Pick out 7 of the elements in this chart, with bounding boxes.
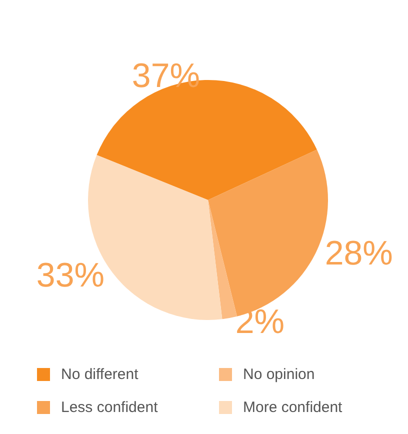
legend-label: No opinion — [243, 366, 315, 383]
legend-label: Less confident — [61, 399, 159, 416]
data-label: 37% — [132, 57, 200, 96]
data-label: 28% — [324, 234, 393, 273]
data-label: 33% — [36, 256, 104, 294]
legend-label: More confident — [243, 399, 344, 416]
legend-label: No different — [61, 366, 140, 383]
